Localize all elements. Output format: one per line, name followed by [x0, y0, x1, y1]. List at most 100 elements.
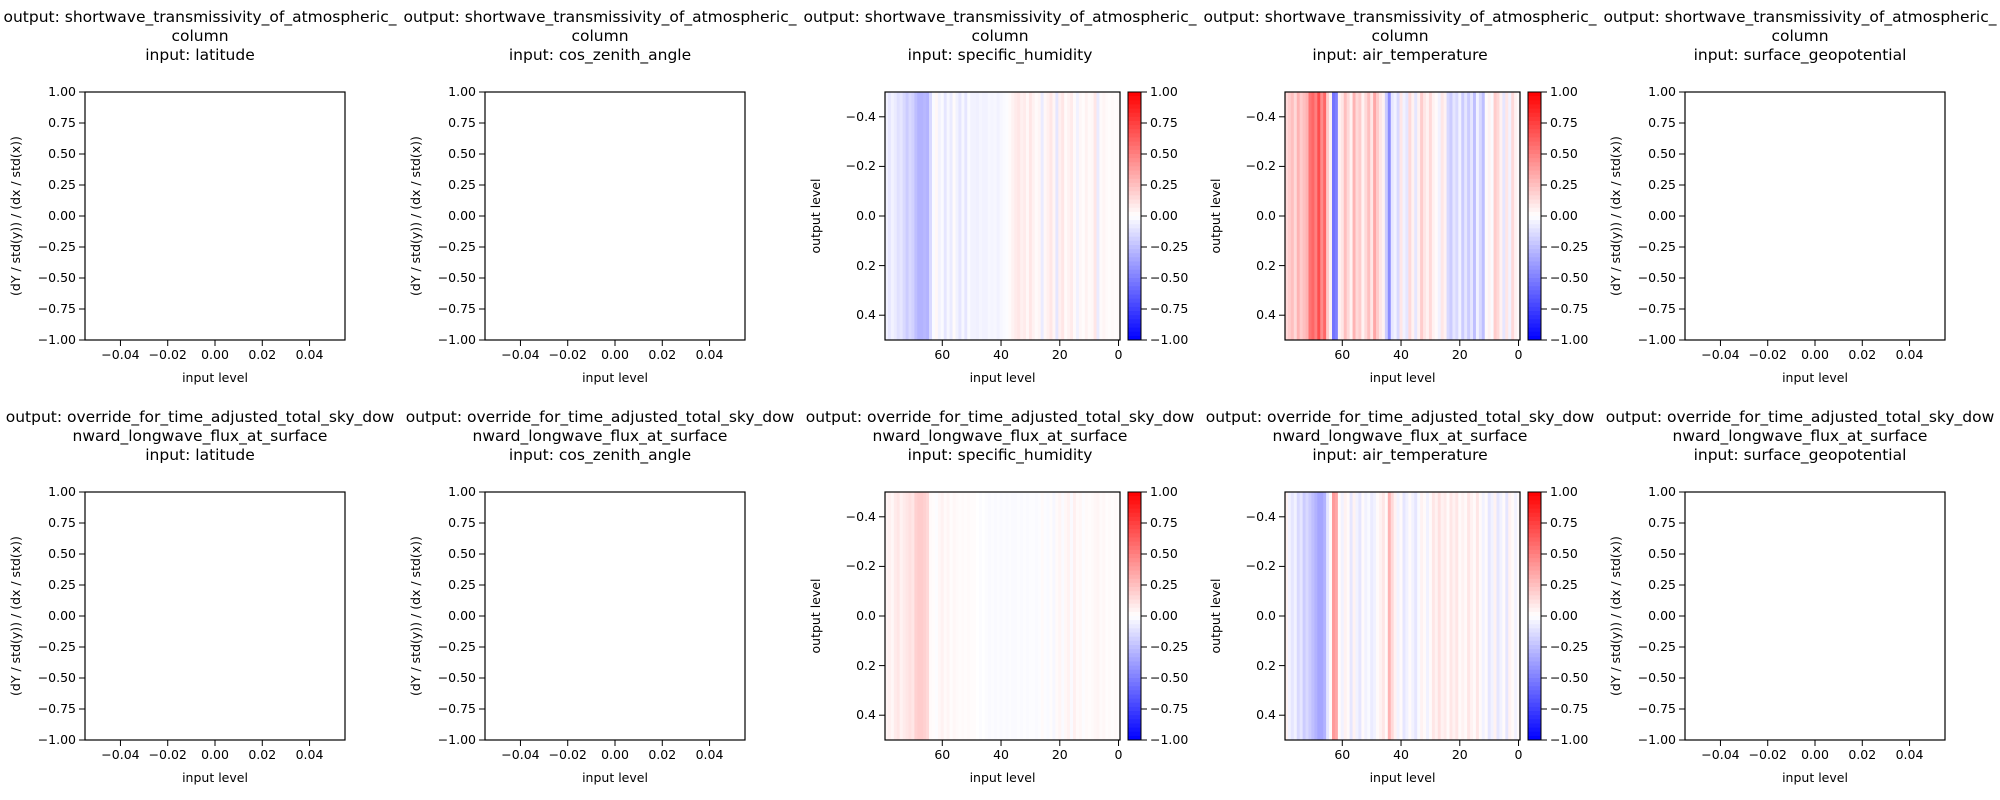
colorbar-segment	[1128, 182, 1141, 188]
subplot-title: output: override_for_time_adjusted_total…	[802, 408, 1198, 465]
y-tick-label: −0.25	[37, 638, 76, 654]
colorbar-segment	[1528, 711, 1541, 716]
heatmap-cell	[1464, 92, 1468, 340]
y-tick-label: 0.0	[856, 607, 876, 623]
colorbar-segment	[1128, 504, 1141, 510]
heatmap-cell	[1102, 492, 1106, 740]
heatmap-cell	[1417, 92, 1421, 340]
x-axis-label: input level	[582, 369, 648, 385]
x-tick-label: 0.00	[1801, 346, 1829, 362]
heatmap-cell	[1487, 492, 1492, 740]
y-tick-label: 0.75	[48, 114, 76, 130]
subplot-canvas	[479, 91, 746, 346]
heatmap-cell	[1402, 492, 1406, 740]
heatmap-cell	[1337, 492, 1342, 740]
heatmap-cell	[1005, 492, 1009, 740]
colorbar-segment	[1128, 731, 1141, 737]
heatmap-cell	[981, 92, 986, 340]
colorbar-segment	[1528, 562, 1541, 567]
heatmap-cell	[970, 492, 974, 740]
y-axis-label: (dY / std(y)) / (dx / std(x))	[7, 136, 23, 296]
colorbar-segment	[1128, 133, 1141, 138]
y-tick-label: 0.2	[856, 257, 876, 273]
subplot-title-input: input: surface_geopotential	[1693, 46, 1907, 64]
colorbar-segment	[1128, 545, 1141, 551]
colorbar-segment	[1528, 566, 1541, 572]
colorbar-segment	[1128, 203, 1141, 209]
heatmap-cell	[1073, 92, 1077, 340]
colorbar-segment	[1128, 331, 1141, 337]
x-axis-label: input level	[969, 769, 1036, 785]
colorbar-segment	[1128, 520, 1141, 526]
colorbar-tick-label: 1.00	[1550, 83, 1578, 99]
x-tick-label: 40	[1393, 746, 1409, 762]
x-tick-label: 60	[1334, 746, 1351, 762]
heatmap-cell	[1496, 492, 1500, 740]
heatmap-cell	[908, 492, 912, 740]
colorbar-segment	[1128, 199, 1141, 205]
heatmap-cell	[1437, 92, 1442, 340]
subplot-title-input: input: cos_zenith_angle	[508, 446, 692, 464]
heatmap-cell	[1090, 492, 1094, 740]
y-tick-label: −0.50	[1637, 269, 1676, 285]
heatmap-cell	[1399, 92, 1403, 340]
colorbar-segment	[1128, 224, 1141, 229]
heatmap-cell	[932, 92, 936, 340]
colorbar-segment	[1128, 112, 1141, 118]
heatmap-cell	[1081, 92, 1086, 340]
y-tick-label: 0.4	[856, 306, 876, 322]
colorbar-tick-label: −1.00	[1550, 331, 1589, 347]
heatmap-cell	[1020, 492, 1024, 740]
heatmap-cell	[929, 92, 933, 340]
heatmap-cell	[1037, 92, 1042, 340]
colorbar-segment	[1128, 232, 1141, 238]
heatmap-cell	[1055, 92, 1059, 340]
colorbar-segment	[1528, 187, 1541, 192]
heatmap-cell	[1396, 492, 1400, 740]
y-tick-label: −0.25	[437, 238, 476, 254]
heatmap-cell	[1320, 92, 1324, 340]
heatmap-cell	[1023, 492, 1027, 740]
colorbar-segment	[1528, 636, 1541, 642]
y-tick-label: 0.2	[1256, 657, 1276, 673]
x-tick-label: 0	[1114, 346, 1123, 362]
colorbar-segment	[1128, 529, 1141, 534]
heatmap-cell	[940, 492, 945, 740]
heatmap-cell	[1452, 492, 1456, 740]
heatmap-cell	[929, 492, 933, 740]
subplot-title: output: shortwave_transmissivity_of_atmo…	[402, 8, 798, 65]
colorbar-segment	[1128, 290, 1141, 296]
subplot-canvas	[1279, 491, 1547, 746]
heatmap-cell	[1405, 492, 1409, 740]
heatmap-cell	[1379, 492, 1383, 740]
colorbar-segment	[1128, 533, 1141, 538]
x-tick-label: 0.02	[1848, 746, 1877, 762]
heatmap-cell	[958, 92, 962, 340]
y-tick-label: 0.4	[1256, 706, 1276, 722]
colorbar-segment	[1128, 678, 1141, 683]
heatmap-cell	[1011, 92, 1015, 340]
heatmap-cell	[1285, 92, 1289, 340]
colorbar-segment	[1528, 516, 1541, 522]
heatmap-cell	[1405, 92, 1409, 340]
heatmap-cell	[1517, 492, 1521, 740]
heatmap-cell	[887, 492, 892, 740]
heatmap-cell	[1358, 492, 1362, 740]
colorbar-tick-label: −0.50	[1150, 269, 1189, 285]
y-tick-label: 1.00	[48, 483, 76, 499]
heatmap-cell	[1031, 92, 1036, 340]
heatmap-cell	[1311, 492, 1315, 740]
y-tick-label: 0.2	[856, 657, 876, 673]
colorbar-tick-label: 0.50	[1550, 545, 1578, 561]
colorbar-segment	[1528, 603, 1541, 609]
heatmap-cell	[1064, 92, 1068, 340]
heatmap-cell	[1008, 92, 1012, 340]
colorbar-segment	[1528, 558, 1541, 563]
colorbar-segment	[1528, 116, 1541, 122]
colorbar-segment	[1128, 711, 1141, 716]
heatmap-cell	[932, 492, 936, 740]
heatmap-cell	[1431, 92, 1436, 340]
heatmap-cell	[990, 92, 995, 340]
colorbar-segment	[1128, 702, 1141, 708]
